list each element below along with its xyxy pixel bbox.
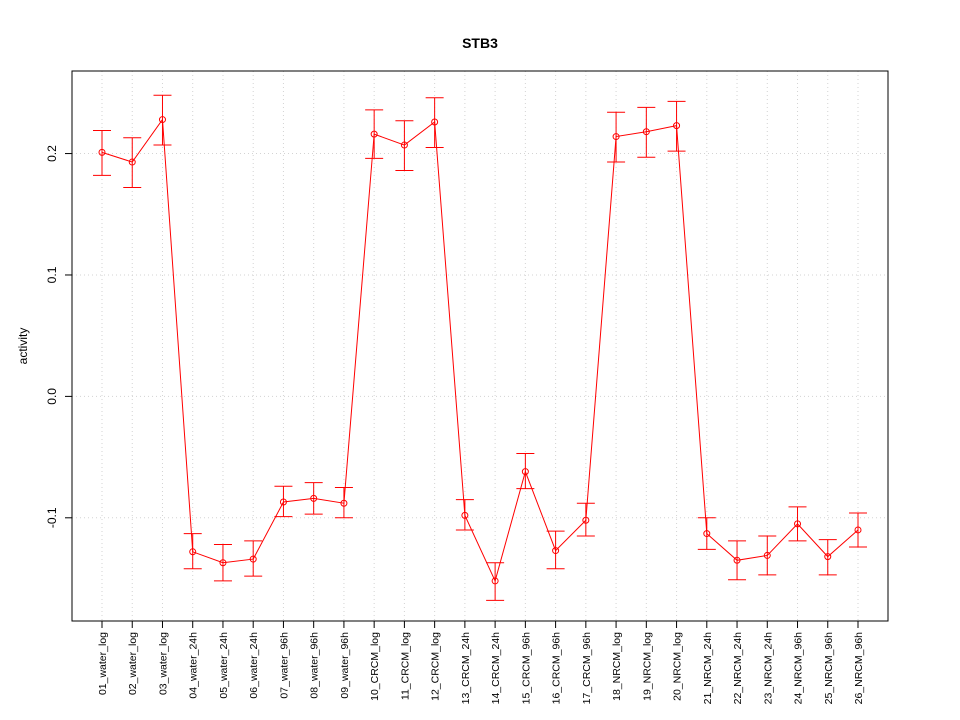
x-tick-label: 25_NRCM_96h — [823, 632, 835, 705]
data-point — [733, 556, 741, 564]
series-line — [101, 118, 859, 583]
data-point — [794, 520, 802, 528]
data-point — [552, 547, 560, 555]
x-axis: 01_water_log 02_water_log 03_water_log 04_w… — [97, 620, 865, 705]
x-tick-label: 10_CRCM_log — [369, 632, 381, 701]
x-tick-label: 07_water_96h — [278, 632, 290, 699]
x-tick-label: 20_NRCM_log — [672, 632, 684, 701]
chart-title: STB3 — [462, 35, 498, 51]
x-tick-label: 23_NRCM_24h — [762, 632, 774, 705]
data-point — [491, 577, 499, 585]
data-point — [340, 499, 348, 507]
x-tick-label: 05_water_24h — [218, 632, 230, 699]
plot-frame — [71, 70, 889, 622]
x-tick-label: 11_CRCM_log — [399, 632, 411, 700]
x-tick-label: 04_water_24h — [188, 632, 200, 699]
data-point — [279, 498, 287, 506]
x-tick-label: 01_water_log — [97, 632, 109, 695]
x-tick-label: 02_water_log — [127, 632, 139, 695]
x-tick-label: 24_NRCM_96h — [793, 632, 805, 705]
data-point — [461, 511, 469, 519]
data-point — [431, 118, 439, 126]
y-tick-label: 0.2 — [45, 145, 59, 162]
x-tick-label: 21_NRCM_24h — [702, 632, 714, 705]
data-point — [612, 133, 620, 141]
y-tick-label: 0.0 — [45, 388, 59, 405]
data-point — [98, 148, 106, 156]
data-points — [98, 116, 862, 585]
x-tick-label: 13_CRCM_24h — [460, 632, 472, 705]
data-point — [249, 555, 257, 563]
y-axis: -0.1 0.0 0.1 0.2 — [45, 145, 73, 528]
data-point — [189, 548, 197, 556]
x-tick-label: 03_water_log — [157, 632, 169, 695]
data-point — [824, 553, 832, 561]
x-tick-label: 14_CRCM_24h — [490, 632, 502, 705]
y-tick-label: -0.1 — [45, 507, 59, 528]
data-point — [400, 141, 408, 149]
grid — [72, 71, 888, 621]
data-point — [703, 530, 711, 538]
y-axis-label: activity — [16, 328, 30, 365]
data-point — [673, 122, 681, 130]
x-tick-label: 26_NRCM_96h — [853, 632, 865, 705]
x-tick-label: 18_NRCM_log — [611, 632, 623, 701]
error-bars — [93, 94, 867, 601]
x-tick-label: 16_CRCM_96h — [551, 632, 563, 705]
x-tick-label: 08_water_96h — [309, 632, 321, 699]
x-tick-label: 12_CRCM_log — [430, 632, 442, 701]
x-tick-label: 19_NRCM_log — [641, 632, 653, 701]
x-tick-label: 09_water_96h — [339, 632, 351, 699]
data-point — [128, 158, 136, 166]
y-tick-label: 0.1 — [45, 266, 59, 283]
x-tick-label: 17_CRCM_96h — [581, 632, 593, 705]
x-tick-label: 06_water_24h — [248, 632, 260, 699]
data-point — [763, 551, 771, 559]
data-point — [158, 116, 166, 124]
data-point — [854, 526, 862, 534]
data-point — [642, 128, 650, 136]
data-point — [370, 130, 378, 138]
x-tick-label: 22_NRCM_24h — [732, 632, 744, 705]
data-point — [219, 559, 227, 567]
data-point — [521, 468, 529, 476]
data-point — [310, 494, 318, 502]
x-tick-label: 15_CRCM_96h — [520, 632, 532, 705]
data-point — [582, 516, 590, 524]
